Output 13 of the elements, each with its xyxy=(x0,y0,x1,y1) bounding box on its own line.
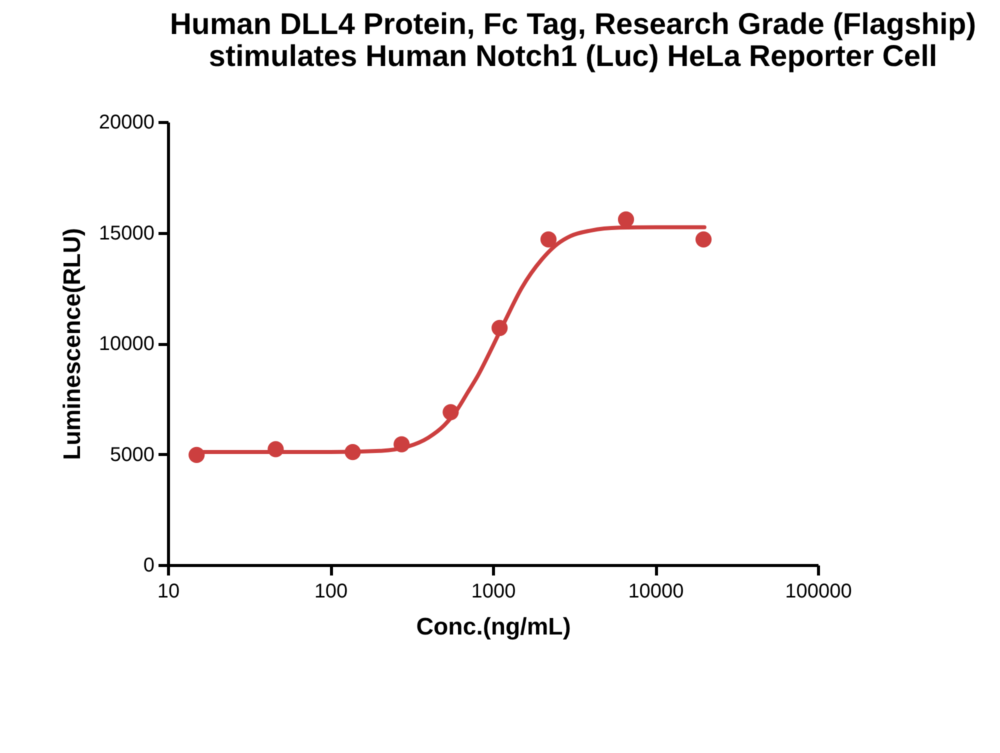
x-tick-label: 100 xyxy=(314,580,348,602)
x-tick-label: 10000 xyxy=(628,580,684,602)
y-axis-title: Luminescence(RLU) xyxy=(58,228,86,460)
y-tick-label: 0 xyxy=(143,554,154,576)
y-tick-label: 20000 xyxy=(98,112,154,134)
y-tick-label: 5000 xyxy=(110,444,154,466)
y-tick-label: 10000 xyxy=(98,333,154,355)
chart-title: Human DLL4 Protein, Fc Tag, Research Grade (Flagship) stimulates Human Notch1 (Luc) HeLa Reporter Cell xyxy=(170,8,976,73)
y-tick-label: 15000 xyxy=(98,222,154,244)
x-axis-title: Conc.(ng/mL) xyxy=(416,614,571,640)
x-tick-label: 1000 xyxy=(471,580,516,602)
x-tick-label: 10 xyxy=(157,580,180,602)
x-tick-label: 100000 xyxy=(785,580,852,602)
